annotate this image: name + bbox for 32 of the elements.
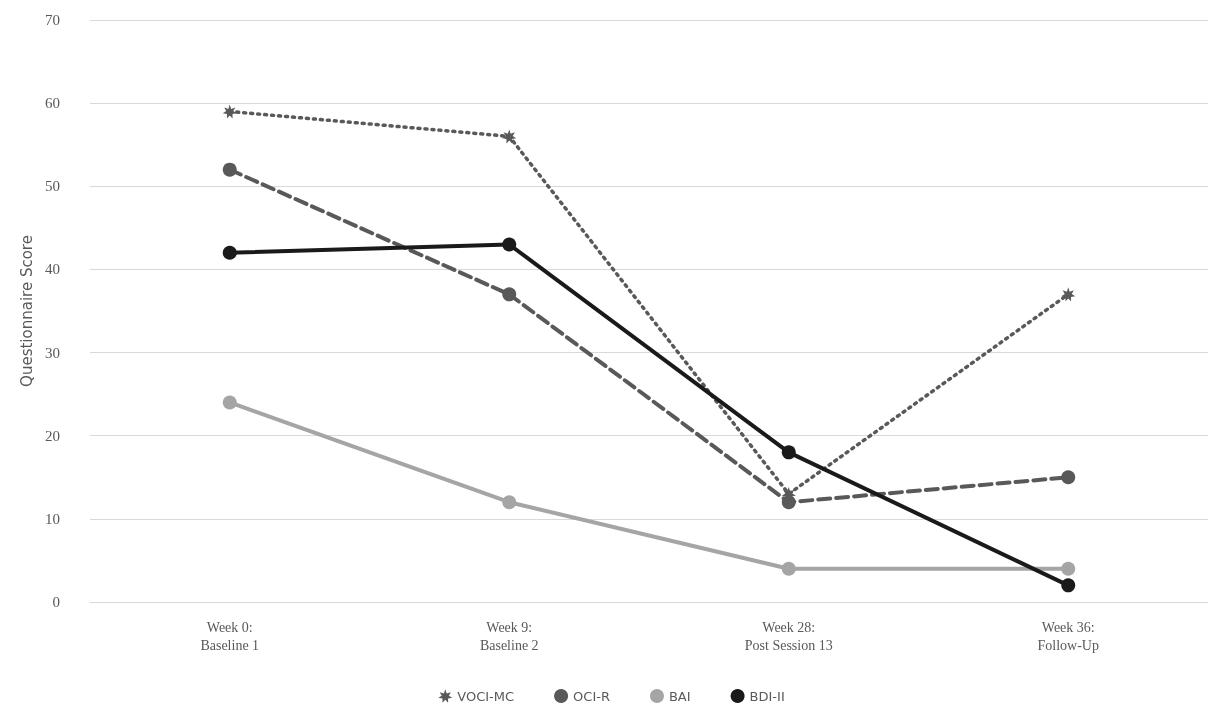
point xyxy=(222,162,237,177)
point xyxy=(1061,287,1076,302)
y-tick-label: 20 xyxy=(45,427,60,444)
legend-label: BAI xyxy=(668,688,691,704)
point xyxy=(1061,578,1076,593)
y-tick-label: 70 xyxy=(45,12,60,28)
point xyxy=(781,561,796,576)
x-tick-label: Week 0: Baseline 1 xyxy=(200,619,260,653)
point xyxy=(222,245,237,260)
legend-label: VOCI-MC xyxy=(457,688,515,704)
x-tick-label: Week 28: Post Session 13 xyxy=(744,619,833,653)
point xyxy=(781,445,796,460)
x-tick-label: Week 9: Baseline 2 xyxy=(479,619,539,653)
point xyxy=(1061,470,1076,485)
y-tick-label: 50 xyxy=(45,178,60,195)
y-tick-label: 30 xyxy=(45,344,60,361)
y-tick-label: 60 xyxy=(45,95,60,112)
legend-label: OCI-R xyxy=(573,688,610,704)
y-axis-title: Questionnaire Score xyxy=(17,235,36,387)
point xyxy=(1061,561,1076,576)
legend-label: BDI-II xyxy=(749,688,785,704)
y-tick-label: 10 xyxy=(45,510,60,527)
point xyxy=(502,237,517,252)
point xyxy=(502,287,517,302)
point xyxy=(781,495,796,510)
point xyxy=(222,104,237,119)
point xyxy=(222,395,237,410)
point xyxy=(502,129,517,144)
x-tick-label: Week 36: Follow-Up xyxy=(1037,619,1099,653)
y-tick-label: 40 xyxy=(45,261,60,278)
y-tick-label: 0 xyxy=(52,594,60,610)
point xyxy=(502,495,517,510)
